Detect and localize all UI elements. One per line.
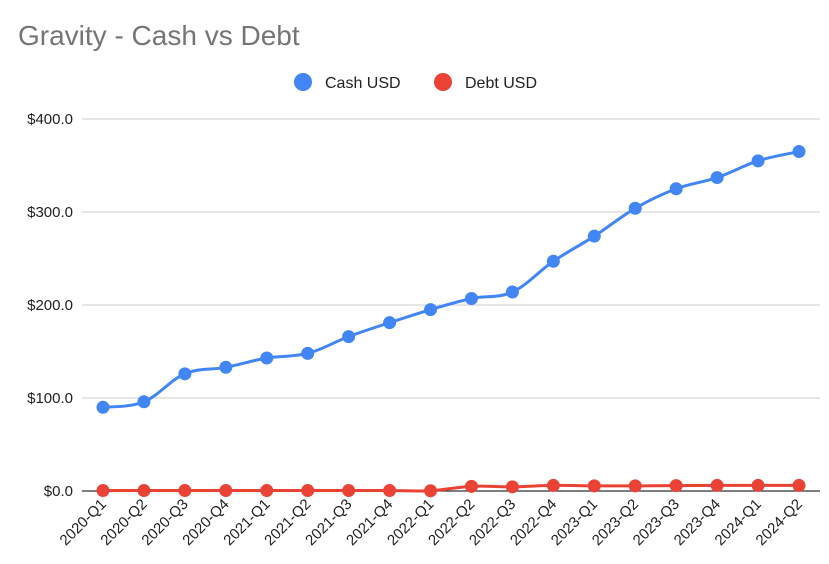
- data-point: [669, 479, 683, 493]
- x-axis: 2020-Q12020-Q22020-Q32020-Q42021-Q12021-…: [57, 490, 820, 549]
- data-point: [383, 316, 397, 330]
- data-point: [301, 484, 315, 498]
- data-point: [383, 484, 397, 498]
- data-point: [587, 229, 601, 243]
- data-point: [342, 484, 356, 498]
- data-point: [178, 484, 192, 498]
- legend-marker: [294, 73, 312, 91]
- data-point: [792, 478, 806, 492]
- data-point: [710, 478, 724, 492]
- data-point: [260, 351, 274, 365]
- legend-label: Debt USD: [465, 75, 537, 92]
- data-point: [260, 484, 274, 498]
- data-point: [96, 484, 110, 498]
- gridlines: [82, 118, 820, 399]
- data-point: [505, 285, 519, 299]
- y-axis-ticks: $0.0 $100.0 $200.0 $300.0 $400.0: [27, 111, 73, 500]
- y-tick-label: $0.0: [44, 483, 73, 500]
- data-point: [628, 201, 642, 215]
- series-1: [96, 478, 806, 498]
- y-tick-label: $200.0: [27, 297, 73, 314]
- chart-title: Gravity - Cash vs Debt: [18, 20, 300, 51]
- data-point: [792, 145, 806, 159]
- data-point: [464, 291, 478, 305]
- data-point: [464, 479, 478, 493]
- data-point: [751, 154, 765, 168]
- series-layer: [96, 145, 806, 498]
- data-point: [669, 182, 683, 196]
- data-point: [751, 478, 765, 492]
- data-point: [219, 484, 233, 498]
- data-point: [342, 330, 356, 344]
- legend-marker: [434, 73, 452, 91]
- data-point: [587, 479, 601, 493]
- series-line: [102, 150, 800, 409]
- data-point: [505, 480, 519, 494]
- data-point: [546, 478, 560, 492]
- data-point: [546, 254, 560, 268]
- data-point: [710, 171, 724, 185]
- data-point: [301, 346, 315, 360]
- data-point: [137, 484, 151, 498]
- data-point: [137, 395, 151, 409]
- y-tick-label: $300.0: [27, 204, 73, 221]
- y-tick-label: $400.0: [27, 111, 73, 128]
- data-point: [219, 360, 233, 374]
- legend: Cash USD Debt USD: [294, 73, 537, 92]
- y-tick-label: $100.0: [27, 390, 73, 407]
- data-point: [628, 479, 642, 493]
- data-point: [424, 303, 438, 317]
- data-point: [178, 367, 192, 381]
- data-point: [96, 400, 110, 414]
- data-point: [424, 484, 438, 498]
- series-0: [96, 145, 806, 414]
- legend-label: Cash USD: [325, 75, 401, 92]
- series-line: [103, 483, 799, 493]
